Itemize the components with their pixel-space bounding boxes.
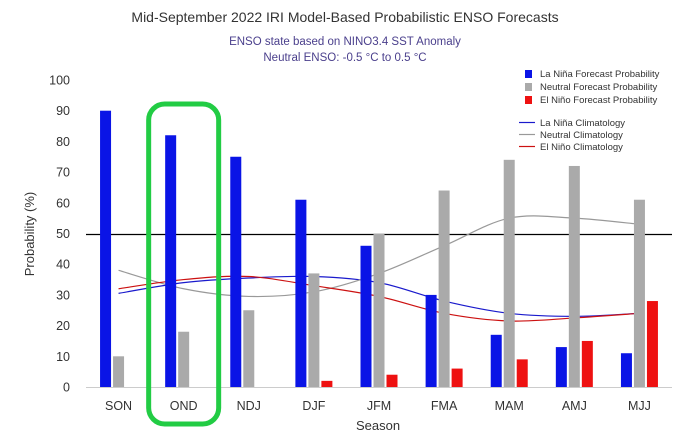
x-tick-label: FMA	[431, 399, 458, 413]
legend-label: El Niño Climatology	[540, 142, 623, 153]
x-tick-label: JFM	[367, 399, 391, 413]
legend-label: Neutral Forecast Probability	[540, 82, 657, 93]
bar	[100, 110, 112, 387]
y-tick-label: 0	[63, 381, 70, 395]
y-tick-label: 100	[49, 74, 70, 88]
bar	[451, 368, 463, 387]
x-axis-ticks: SON OND NDJ DJF JFM FMA MAM AMJ MJJ	[105, 399, 651, 413]
bar	[230, 156, 242, 387]
y-tick-label: 10	[56, 350, 70, 364]
bar	[360, 245, 372, 387]
y-axis-ticks: 0 10 20 30 40 50 60 70 80 90 100	[49, 74, 70, 395]
legend: La Niña Forecast Probability Neutral Fore…	[519, 69, 660, 153]
bar	[386, 374, 398, 387]
x-tick-label: MJJ	[628, 399, 651, 413]
x-tick-label: AMJ	[562, 399, 587, 413]
y-tick-label: 80	[56, 135, 70, 149]
y-tick-label: 50	[56, 227, 70, 241]
bar	[581, 340, 593, 387]
y-tick-label: 30	[56, 288, 70, 302]
bar	[321, 380, 333, 387]
legend-label: Neutral Climatology	[540, 130, 623, 141]
bar	[178, 331, 190, 387]
bar	[373, 233, 385, 387]
bar	[568, 165, 580, 387]
bar	[633, 199, 645, 387]
chart-title: Mid-September 2022 IRI Model-Based Proba…	[131, 9, 558, 25]
bar	[425, 294, 437, 387]
y-tick-label: 20	[56, 319, 70, 333]
bar	[620, 353, 632, 387]
x-axis-label: Season	[356, 418, 400, 433]
bar	[308, 273, 320, 387]
y-tick-label: 70	[56, 166, 70, 180]
bar	[555, 347, 567, 387]
bar	[503, 159, 515, 387]
y-tick-label: 60	[56, 196, 70, 210]
bar	[490, 334, 502, 387]
x-tick-label: MAM	[495, 399, 524, 413]
legend-label: La Niña Climatology	[540, 118, 625, 129]
legend-label: El Niño Forecast Probability	[540, 95, 657, 106]
highlight-layer	[146, 101, 222, 427]
legend-swatch	[525, 83, 532, 91]
legend-swatch	[525, 70, 532, 78]
bar	[243, 310, 255, 387]
highlight-box	[146, 101, 222, 427]
bar	[165, 135, 177, 387]
forecast-bars	[100, 110, 658, 387]
x-tick-label: DJF	[302, 399, 325, 413]
y-tick-label: 90	[56, 104, 70, 118]
chart-subtitle-line-2: Neutral ENSO: -0.5 °C to 0.5 °C	[263, 52, 426, 64]
x-tick-label: SON	[105, 399, 132, 413]
bar	[295, 199, 307, 387]
y-tick-label: 40	[56, 258, 70, 272]
bar	[516, 359, 528, 387]
x-tick-label: NDJ	[237, 399, 261, 413]
bar	[113, 356, 125, 387]
chart-subtitle-line-1: ENSO state based on NINO3.4 SST Anomaly	[229, 36, 461, 48]
x-tick-label: OND	[170, 399, 198, 413]
legend-swatch	[525, 96, 532, 104]
legend-label: La Niña Forecast Probability	[540, 69, 660, 80]
bar	[646, 301, 658, 387]
bar	[438, 190, 450, 387]
y-axis-label: Probability (%)	[22, 192, 37, 277]
